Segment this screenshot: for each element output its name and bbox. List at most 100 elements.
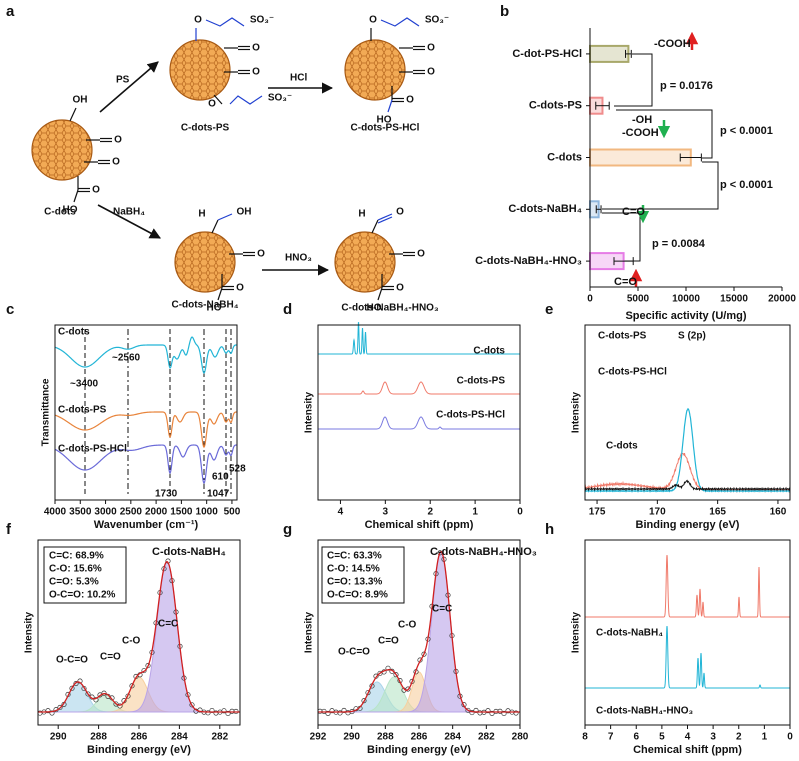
reagent: PS [116, 75, 130, 86]
x-tick-label: 4 [685, 732, 691, 743]
atom: HO [377, 115, 392, 126]
bond [371, 219, 379, 234]
panel-title: C-dots-NaBH₄ [152, 546, 226, 558]
atom: O [427, 67, 435, 78]
raw-point [73, 681, 79, 687]
x-tick-label: 1500 [170, 507, 193, 518]
atom: O [427, 43, 435, 54]
atom: O [417, 249, 425, 260]
compound-name: C-dots-NaBH₄ [172, 300, 239, 311]
composition-line: C=O: 5.3% [49, 577, 99, 588]
bond [211, 219, 219, 234]
bond [217, 213, 233, 221]
carbon-dot [174, 231, 236, 293]
x-tick-label: 280 [512, 732, 529, 743]
atom: O [114, 135, 122, 146]
raw-point [57, 704, 63, 711]
x-tick-label: 3 [383, 507, 389, 518]
raw-point [229, 708, 235, 714]
raw-point [325, 710, 331, 716]
atom: O [208, 99, 216, 110]
y-axis-label: Intensity [304, 392, 315, 434]
curve-label: C=O [100, 652, 121, 663]
raw-point [473, 707, 479, 713]
bar [589, 148, 692, 167]
raw-point [93, 697, 99, 703]
bracket [616, 109, 713, 159]
compound-name: C-dots [44, 207, 76, 218]
x-tick-label: 170 [649, 507, 666, 518]
composition-line: O-C=O: 8.9% [327, 590, 388, 601]
atom: O [92, 185, 100, 196]
x-axis-label: Binding energy (eV) [367, 744, 471, 756]
bond [217, 287, 223, 301]
bond [73, 189, 79, 203]
atom: O [236, 283, 244, 294]
raw-point [421, 651, 427, 657]
panel-letter: c [6, 301, 14, 318]
raw-point [85, 691, 91, 697]
curve-label: C-O [398, 620, 417, 631]
raw-point [117, 703, 123, 709]
raw-point [45, 708, 51, 714]
composition-line: O-C=O: 10.2% [49, 590, 116, 601]
annotation: C=O [622, 206, 645, 218]
bond [213, 94, 223, 105]
composition-line: C-O: 15.6% [49, 564, 102, 575]
x-tick-label: 284 [171, 732, 188, 743]
x-tick-label: 5000 [627, 294, 650, 305]
x-tick-label: 288 [90, 732, 107, 743]
atom: O [396, 207, 404, 218]
x-tick-label: 282 [211, 732, 228, 743]
x-tick-label: 1 [762, 732, 768, 743]
curve-label: C-dots-PS-HCl [436, 410, 505, 421]
raw-point [361, 698, 367, 704]
atom: SO₃⁻ [268, 93, 292, 104]
raw-point [469, 710, 475, 716]
curve-label: C-dots-PS [58, 405, 107, 416]
annotation: p = 0.0084 [652, 238, 706, 250]
x-tick-label: 284 [444, 732, 461, 743]
y-axis-label: Intensity [24, 612, 35, 654]
spectrum-curve [584, 452, 791, 494]
atom: O [252, 67, 260, 78]
panel-letter: h [545, 521, 554, 538]
raw-point [49, 710, 55, 716]
raw-point [209, 707, 215, 714]
composition-line: C=C: 68.9% [49, 551, 104, 562]
x-tick-label: 290 [343, 732, 360, 743]
x-tick-label: 0 [587, 294, 593, 305]
spectrum-curve [54, 336, 238, 374]
x-tick-label: 175 [589, 507, 606, 518]
plot-frame [317, 324, 521, 501]
curve-label: C-dots [606, 441, 638, 452]
annotation: -COOH [622, 127, 659, 139]
x-tick-label: 3 [710, 732, 716, 743]
bond [69, 107, 77, 122]
x-axis-label: Binding energy (eV) [636, 519, 740, 531]
panel-letter: a [6, 3, 15, 20]
bond [377, 216, 393, 224]
bracket [602, 161, 719, 210]
y-axis-label: Intensity [304, 612, 315, 654]
panel-letter: b [500, 3, 509, 20]
x-tick-label: 290 [50, 732, 67, 743]
atom: O [252, 43, 260, 54]
bond [377, 213, 393, 221]
curve-label: C-dots-PS-HCl [598, 367, 667, 378]
x-axis-label: Binding energy (eV) [87, 744, 191, 756]
curve-label: 1047 [207, 489, 230, 500]
curve-label: C=O [378, 636, 399, 647]
raw-point [205, 710, 211, 716]
bracket [614, 53, 653, 107]
compound-name: C-dots-NaBH₄-HNO₃ [341, 303, 439, 314]
panel-letter: g [283, 521, 292, 538]
x-tick-label: 1 [472, 507, 478, 518]
x-tick-label: 8 [582, 732, 588, 743]
raw-point [501, 710, 507, 717]
spectrum-curve [38, 561, 240, 713]
x-tick-label: 2 [736, 732, 742, 743]
raw-point [101, 690, 107, 696]
x-axis-label: Specific activity (U/mg) [625, 310, 746, 322]
arrow [97, 204, 161, 239]
